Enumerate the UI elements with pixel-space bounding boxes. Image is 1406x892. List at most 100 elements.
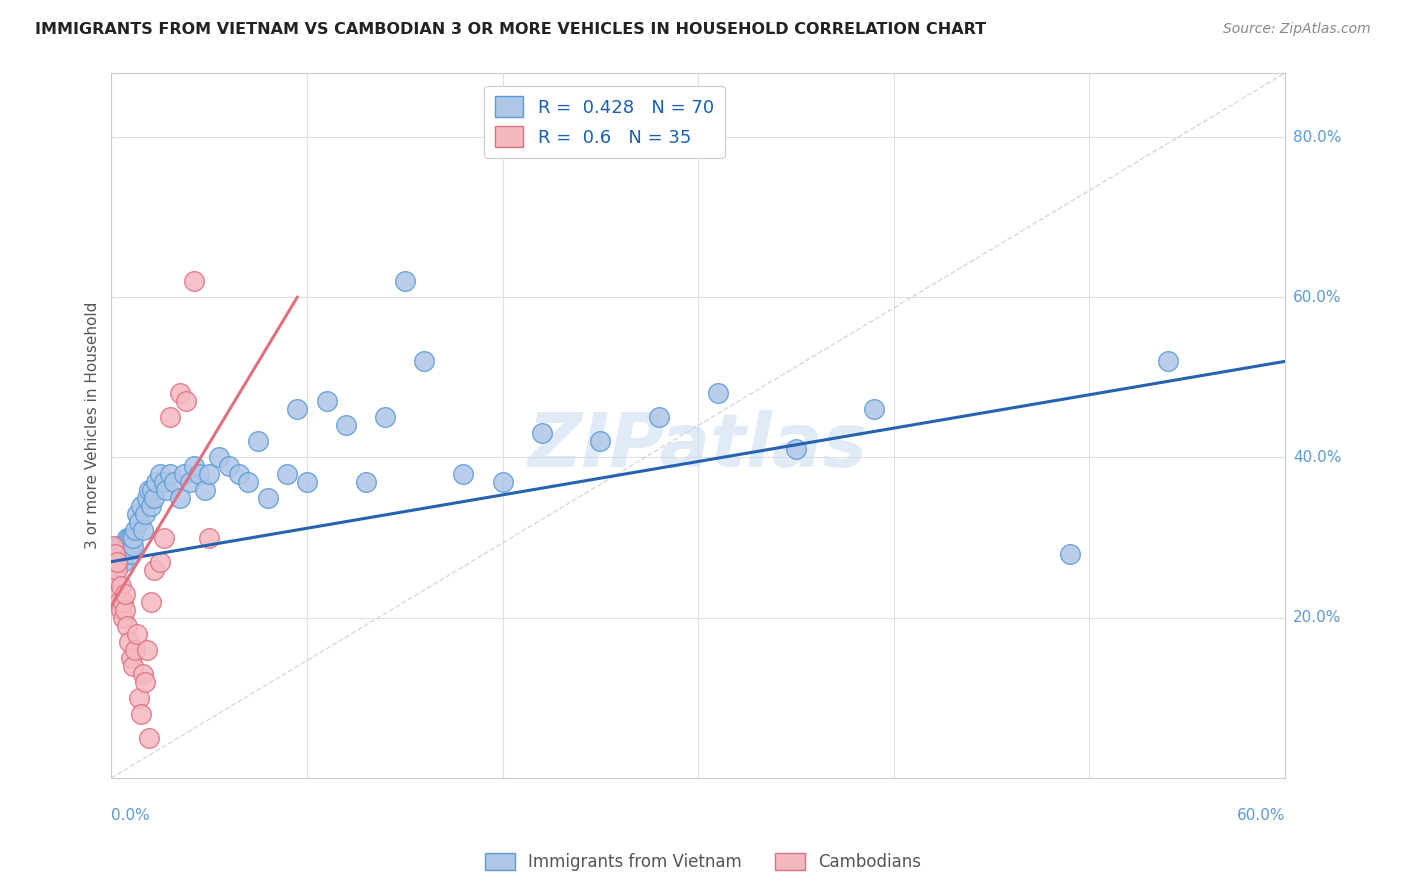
Point [134, 674, 156, 689]
Point [228, 467, 250, 481]
Point [194, 483, 217, 497]
Legend: R =  0.428   N = 70, R =  0.6   N = 35: R = 0.428 N = 70, R = 0.6 N = 35 [484, 86, 725, 158]
Text: IMMIGRANTS FROM VIETNAM VS CAMBODIAN 3 OR MORE VEHICLES IN HOUSEHOLD CORRELATION: IMMIGRANTS FROM VIETNAM VS CAMBODIAN 3 O… [35, 22, 986, 37]
Point [238, 475, 260, 489]
Point [285, 402, 308, 417]
Point [183, 274, 205, 288]
Point [179, 475, 201, 489]
Point [169, 386, 191, 401]
Point [173, 467, 195, 481]
Point [104, 547, 127, 561]
Point [149, 467, 172, 481]
Point [128, 690, 150, 705]
Text: Source: ZipAtlas.com: Source: ZipAtlas.com [1223, 22, 1371, 37]
Point [169, 491, 191, 505]
Point [155, 483, 177, 497]
Point [103, 539, 125, 553]
Point [105, 555, 128, 569]
Point [104, 571, 127, 585]
Point [139, 595, 162, 609]
Point [110, 547, 132, 561]
Point [129, 706, 152, 721]
Point [218, 458, 240, 473]
Point [122, 658, 145, 673]
Point [1156, 354, 1178, 368]
Point [198, 531, 221, 545]
Point [159, 410, 181, 425]
Point [122, 531, 145, 545]
Point [530, 426, 553, 441]
Point [115, 618, 138, 632]
Point [118, 531, 141, 545]
Point [785, 442, 807, 457]
Point [354, 475, 377, 489]
Point [247, 434, 270, 449]
Point [125, 626, 148, 640]
Point [257, 491, 280, 505]
Point [105, 555, 128, 569]
Point [128, 515, 150, 529]
Point [138, 731, 160, 745]
Point [335, 418, 357, 433]
Point [110, 539, 132, 553]
Point [491, 475, 513, 489]
Point [120, 650, 142, 665]
Point [122, 539, 145, 553]
Point [183, 458, 205, 473]
Point [188, 467, 211, 481]
Point [208, 450, 231, 465]
Point [145, 475, 167, 489]
Point [295, 475, 318, 489]
Point [141, 483, 163, 497]
Point [139, 499, 162, 513]
Point [108, 539, 131, 553]
Point [118, 539, 141, 553]
Point [114, 587, 136, 601]
Point [129, 499, 152, 513]
Text: 40.0%: 40.0% [1294, 450, 1341, 465]
Point [163, 475, 186, 489]
Point [114, 539, 136, 553]
Point [108, 595, 131, 609]
Point [159, 467, 181, 481]
Point [115, 531, 138, 545]
Point [124, 523, 146, 537]
Text: ZIPatlas: ZIPatlas [529, 410, 868, 483]
Point [103, 555, 125, 569]
Point [394, 274, 416, 288]
Point [174, 394, 197, 409]
Point [114, 603, 136, 617]
Point [110, 579, 132, 593]
Point [112, 595, 135, 609]
Point [120, 547, 142, 561]
Text: 0.0%: 0.0% [111, 808, 150, 823]
Point [105, 563, 128, 577]
Point [114, 547, 136, 561]
Point [276, 467, 298, 481]
Point [120, 531, 142, 545]
Point [103, 555, 125, 569]
Text: 60.0%: 60.0% [1294, 290, 1341, 305]
Point [124, 642, 146, 657]
Legend: Immigrants from Vietnam, Cambodians: Immigrants from Vietnam, Cambodians [477, 845, 929, 880]
Point [1059, 547, 1081, 561]
Point [648, 410, 671, 425]
Y-axis label: 3 or more Vehicles in Household: 3 or more Vehicles in Household [86, 301, 100, 549]
Point [131, 666, 153, 681]
Point [125, 507, 148, 521]
Point [589, 434, 612, 449]
Point [108, 587, 131, 601]
Point [453, 467, 475, 481]
Point [863, 402, 886, 417]
Point [153, 475, 176, 489]
Point [131, 523, 153, 537]
Point [112, 555, 135, 569]
Text: 80.0%: 80.0% [1294, 129, 1341, 145]
Point [115, 539, 138, 553]
Point [153, 531, 176, 545]
Text: 20.0%: 20.0% [1294, 610, 1341, 625]
Point [105, 547, 128, 561]
Point [108, 555, 131, 569]
Point [374, 410, 396, 425]
Point [112, 547, 135, 561]
